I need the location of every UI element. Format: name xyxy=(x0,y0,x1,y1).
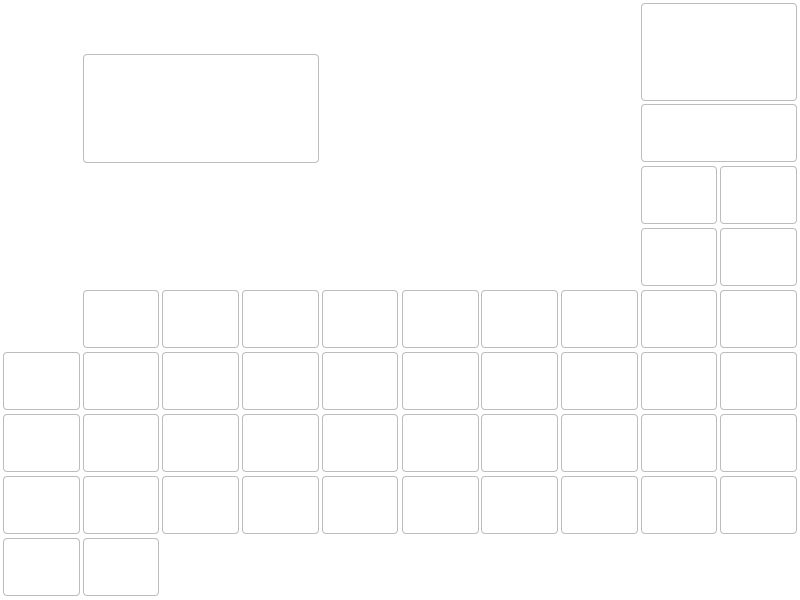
tile-r8-c6 xyxy=(402,476,479,534)
tile-r8-c7 xyxy=(481,476,558,534)
tile-r6-c3 xyxy=(162,352,239,410)
tile-r3-c10 xyxy=(720,166,797,224)
tile-r7-c7 xyxy=(481,414,558,472)
tile-r6-c9 xyxy=(641,352,717,410)
tile-r3-c9 xyxy=(641,166,717,224)
tile-r7-c6 xyxy=(402,414,479,472)
tile-r8-c1 xyxy=(3,476,80,534)
tile-r8-c5 xyxy=(322,476,398,534)
tile-r7-c9 xyxy=(641,414,717,472)
tile-r5-c5 xyxy=(322,290,398,348)
tile-r5-c3 xyxy=(162,290,239,348)
tile-r8-c2 xyxy=(83,476,159,534)
tile-r7-c2 xyxy=(83,414,159,472)
tile-r5-c4 xyxy=(242,290,319,348)
tile-r6-c6 xyxy=(402,352,479,410)
tile-r7-c8 xyxy=(561,414,638,472)
tile-r6-c7 xyxy=(481,352,558,410)
large-panel-top-right xyxy=(641,3,797,101)
tile-r5-c2 xyxy=(83,290,159,348)
tile-r6-c8 xyxy=(561,352,638,410)
tile-r6-c2 xyxy=(83,352,159,410)
tile-r7-c4 xyxy=(242,414,319,472)
tile-r9-c2 xyxy=(83,538,159,596)
tile-r5-c9 xyxy=(641,290,717,348)
tile-r7-c10 xyxy=(720,414,797,472)
tile-r6-c4 xyxy=(242,352,319,410)
tile-r7-c1 xyxy=(3,414,80,472)
tile-r5-c8 xyxy=(561,290,638,348)
tile-r8-c4 xyxy=(242,476,319,534)
tile-r6-c10 xyxy=(720,352,797,410)
tile-r8-c8 xyxy=(561,476,638,534)
tile-r6-c1 xyxy=(3,352,80,410)
wide-panel-right xyxy=(641,104,797,162)
tile-r4-c10 xyxy=(720,228,797,286)
tile-r7-c3 xyxy=(162,414,239,472)
tile-r5-c10 xyxy=(720,290,797,348)
tile-r8-c3 xyxy=(162,476,239,534)
large-panel-left xyxy=(83,54,319,163)
tile-r5-c6 xyxy=(402,290,479,348)
tile-r8-c10 xyxy=(720,476,797,534)
tile-r5-c7 xyxy=(481,290,558,348)
tile-r4-c9 xyxy=(641,228,717,286)
tile-r7-c5 xyxy=(322,414,398,472)
tile-r9-c1 xyxy=(3,538,80,596)
tile-r8-c9 xyxy=(641,476,717,534)
tile-r6-c5 xyxy=(322,352,398,410)
